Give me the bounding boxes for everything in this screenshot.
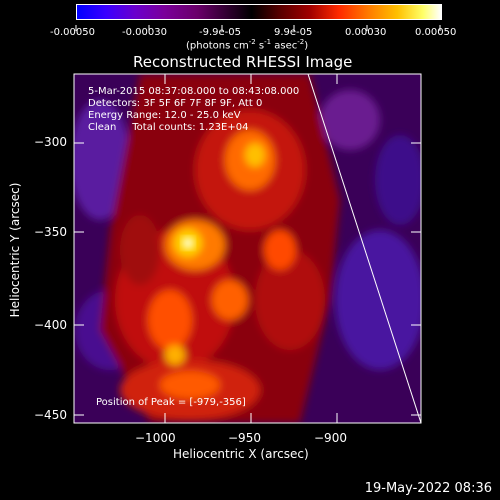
info-counts: Clean Total counts: 1.23E+04 (88, 122, 249, 133)
y-tick-label-400: −400 (34, 318, 67, 332)
x-axis-title: Heliocentric X (arcsec) (173, 447, 309, 461)
y-tick-label-350: −350 (34, 225, 67, 239)
info-time-range: 5-Mar-2015 08:37:08.000 to 08:43:08.000 (88, 86, 300, 97)
peak-position-text: Position of Peak = [-979,-356] (96, 397, 246, 408)
colorbar-units: (photons cm-2 s-1 asec-2) (186, 38, 309, 52)
colorbar-tick-0: -0.00050 (50, 27, 95, 38)
info-detectors: Detectors: 3F 5F 6F 7F 8F 9F, Att 0 (88, 98, 263, 109)
colorbar (76, 4, 442, 20)
colorbar-tick-1: -0.00030 (122, 27, 167, 38)
chart-title: Reconstructed RHESSI Image (133, 53, 353, 71)
colorbar-tick-2: -9.9e-05 (199, 27, 241, 38)
y-axis-title: Heliocentric Y (arcsec) (8, 182, 22, 318)
peak-spot (182, 237, 194, 249)
colorbar-tick-3: 9.9e-05 (274, 27, 313, 38)
y-tick-label-450: −450 (34, 408, 67, 422)
x-tick-label-950: −950 (228, 431, 261, 445)
colorbar-tick-5: 0.00050 (415, 27, 457, 38)
solar-limb-line (307, 74, 421, 423)
footer-timestamp: 19-May-2022 08:36 (364, 481, 492, 496)
colorbar-tick-4: 0.00030 (345, 27, 387, 38)
colorbar-tick-marks (0, 18, 500, 31)
y-tick-label-300: −300 (34, 135, 67, 149)
x-tick-label-900: −900 (314, 431, 347, 445)
x-tick-label-1000: −1000 (135, 431, 176, 445)
info-energy-range: Energy Range: 12.0 - 25.0 keV (88, 110, 241, 121)
